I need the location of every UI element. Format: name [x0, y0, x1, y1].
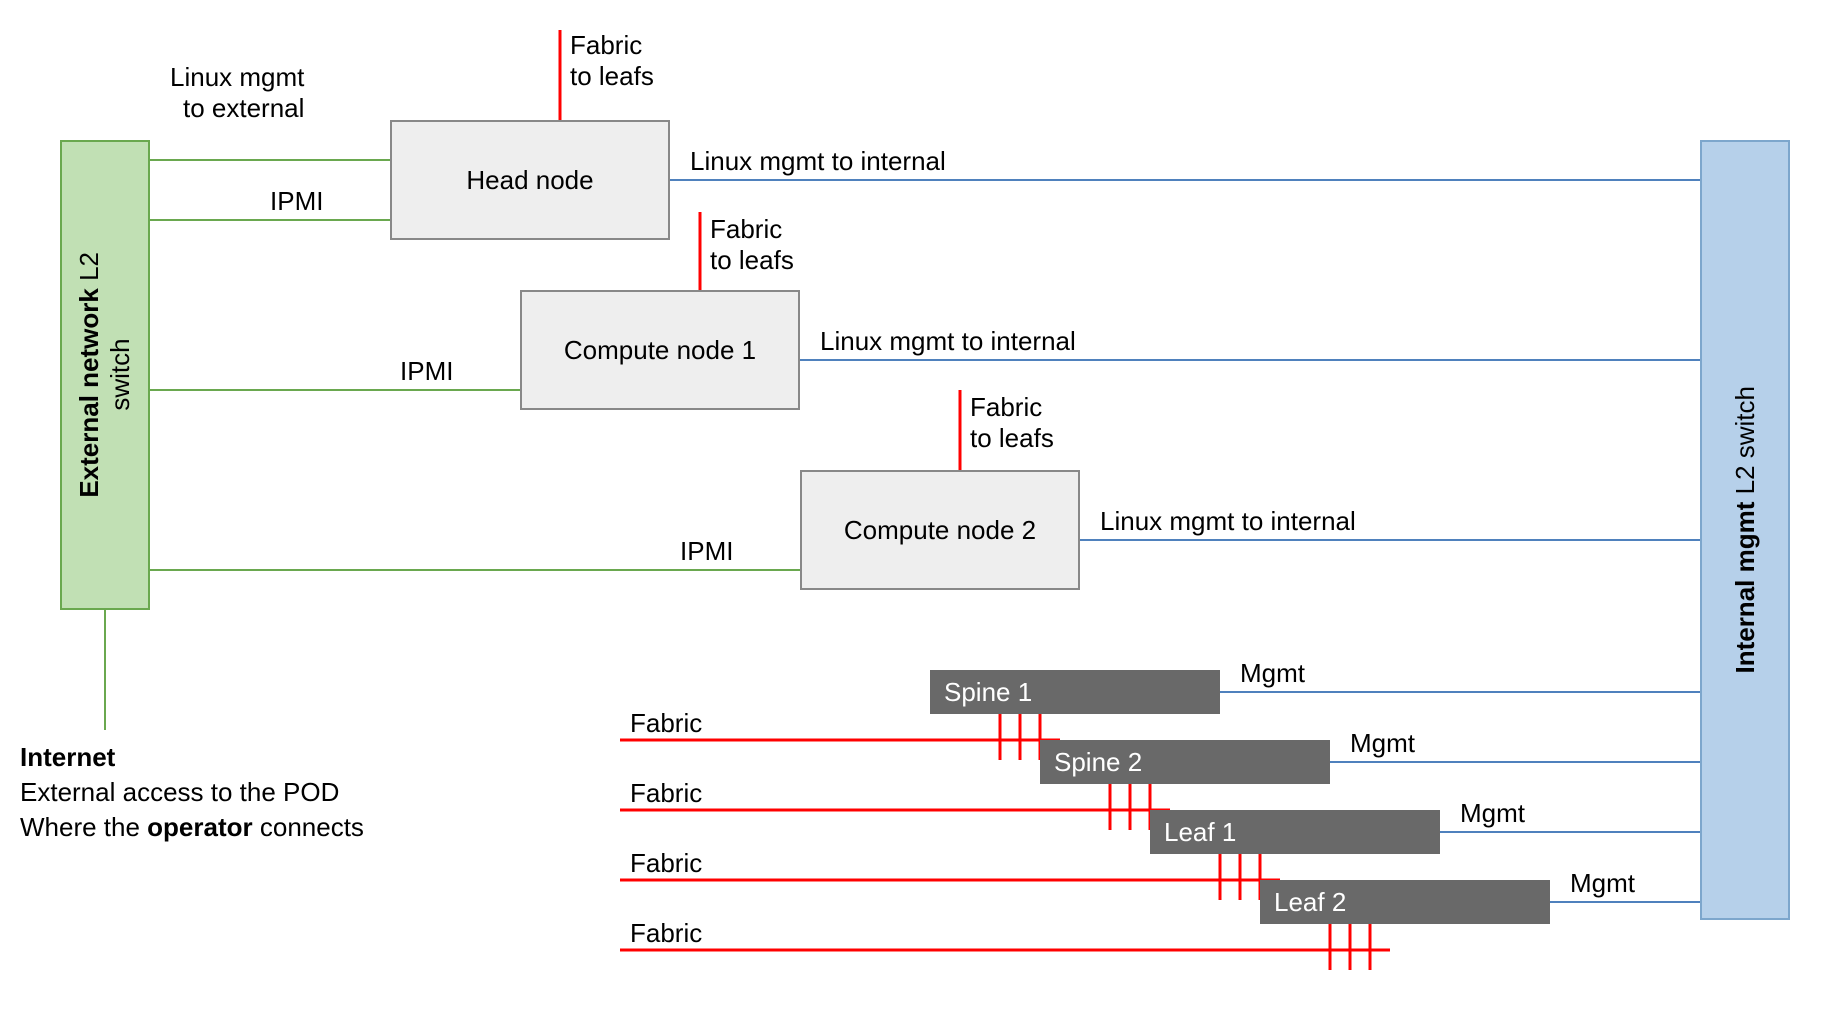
label-mgmt-spine1: Mgmt [1240, 658, 1305, 689]
external-switch-label: External network L2 switch [74, 252, 136, 498]
leaf-1-label: Leaf 1 [1164, 817, 1236, 848]
internet-line2: External access to the POD [20, 775, 364, 810]
spine-2: Spine 2 [1040, 740, 1330, 784]
label-linux-int-c1: Linux mgmt to internal [820, 326, 1076, 357]
label-fabric-2: Fabric [630, 778, 702, 809]
label-ipmi-head: IPMI [270, 186, 323, 217]
internet-line3-bold: operator [147, 812, 252, 842]
compute-node-1-label: Compute node 1 [564, 335, 756, 366]
internet-line3b: connects [253, 812, 364, 842]
leaf-2-label: Leaf 2 [1274, 887, 1346, 918]
label-linux-int-head: Linux mgmt to internal [690, 146, 946, 177]
external-switch: External network L2 switch [60, 140, 150, 610]
label-mgmt-leaf2: Mgmt [1570, 868, 1635, 899]
internet-title: Internet [20, 742, 115, 772]
leaf-2: Leaf 2 [1260, 880, 1550, 924]
head-node-label: Head node [466, 165, 593, 196]
internet-line3a: Where the [20, 812, 147, 842]
label-fabric-leafs-c2: Fabric to leafs [970, 392, 1054, 454]
label-fabric-leafs-c1: Fabric to leafs [710, 214, 794, 276]
head-node: Head node [390, 120, 670, 240]
label-ipmi-c2: IPMI [680, 536, 733, 567]
compute-node-2: Compute node 2 [800, 470, 1080, 590]
label-linux-ext: Linux mgmt to external [170, 62, 304, 124]
spine-1-label: Spine 1 [944, 677, 1032, 708]
leaf-1: Leaf 1 [1150, 810, 1440, 854]
spine-1: Spine 1 [930, 670, 1220, 714]
compute-node-1: Compute node 1 [520, 290, 800, 410]
label-fabric-1: Fabric [630, 708, 702, 739]
internal-switch-label: Internal mgmt L2 switch [1730, 386, 1761, 674]
label-fabric-leafs-head: Fabric to leafs [570, 30, 654, 92]
internal-switch: Internal mgmt L2 switch [1700, 140, 1790, 920]
label-linux-int-c2: Linux mgmt to internal [1100, 506, 1356, 537]
label-fabric-4: Fabric [630, 918, 702, 949]
label-mgmt-spine2: Mgmt [1350, 728, 1415, 759]
compute-node-2-label: Compute node 2 [844, 515, 1036, 546]
label-mgmt-leaf1: Mgmt [1460, 798, 1525, 829]
label-ipmi-c1: IPMI [400, 356, 453, 387]
spine-2-label: Spine 2 [1054, 747, 1142, 778]
label-fabric-3: Fabric [630, 848, 702, 879]
internet-caption: Internet External access to the POD Wher… [20, 740, 364, 845]
network-diagram: External network L2 switch Internal mgmt… [0, 0, 1846, 1022]
